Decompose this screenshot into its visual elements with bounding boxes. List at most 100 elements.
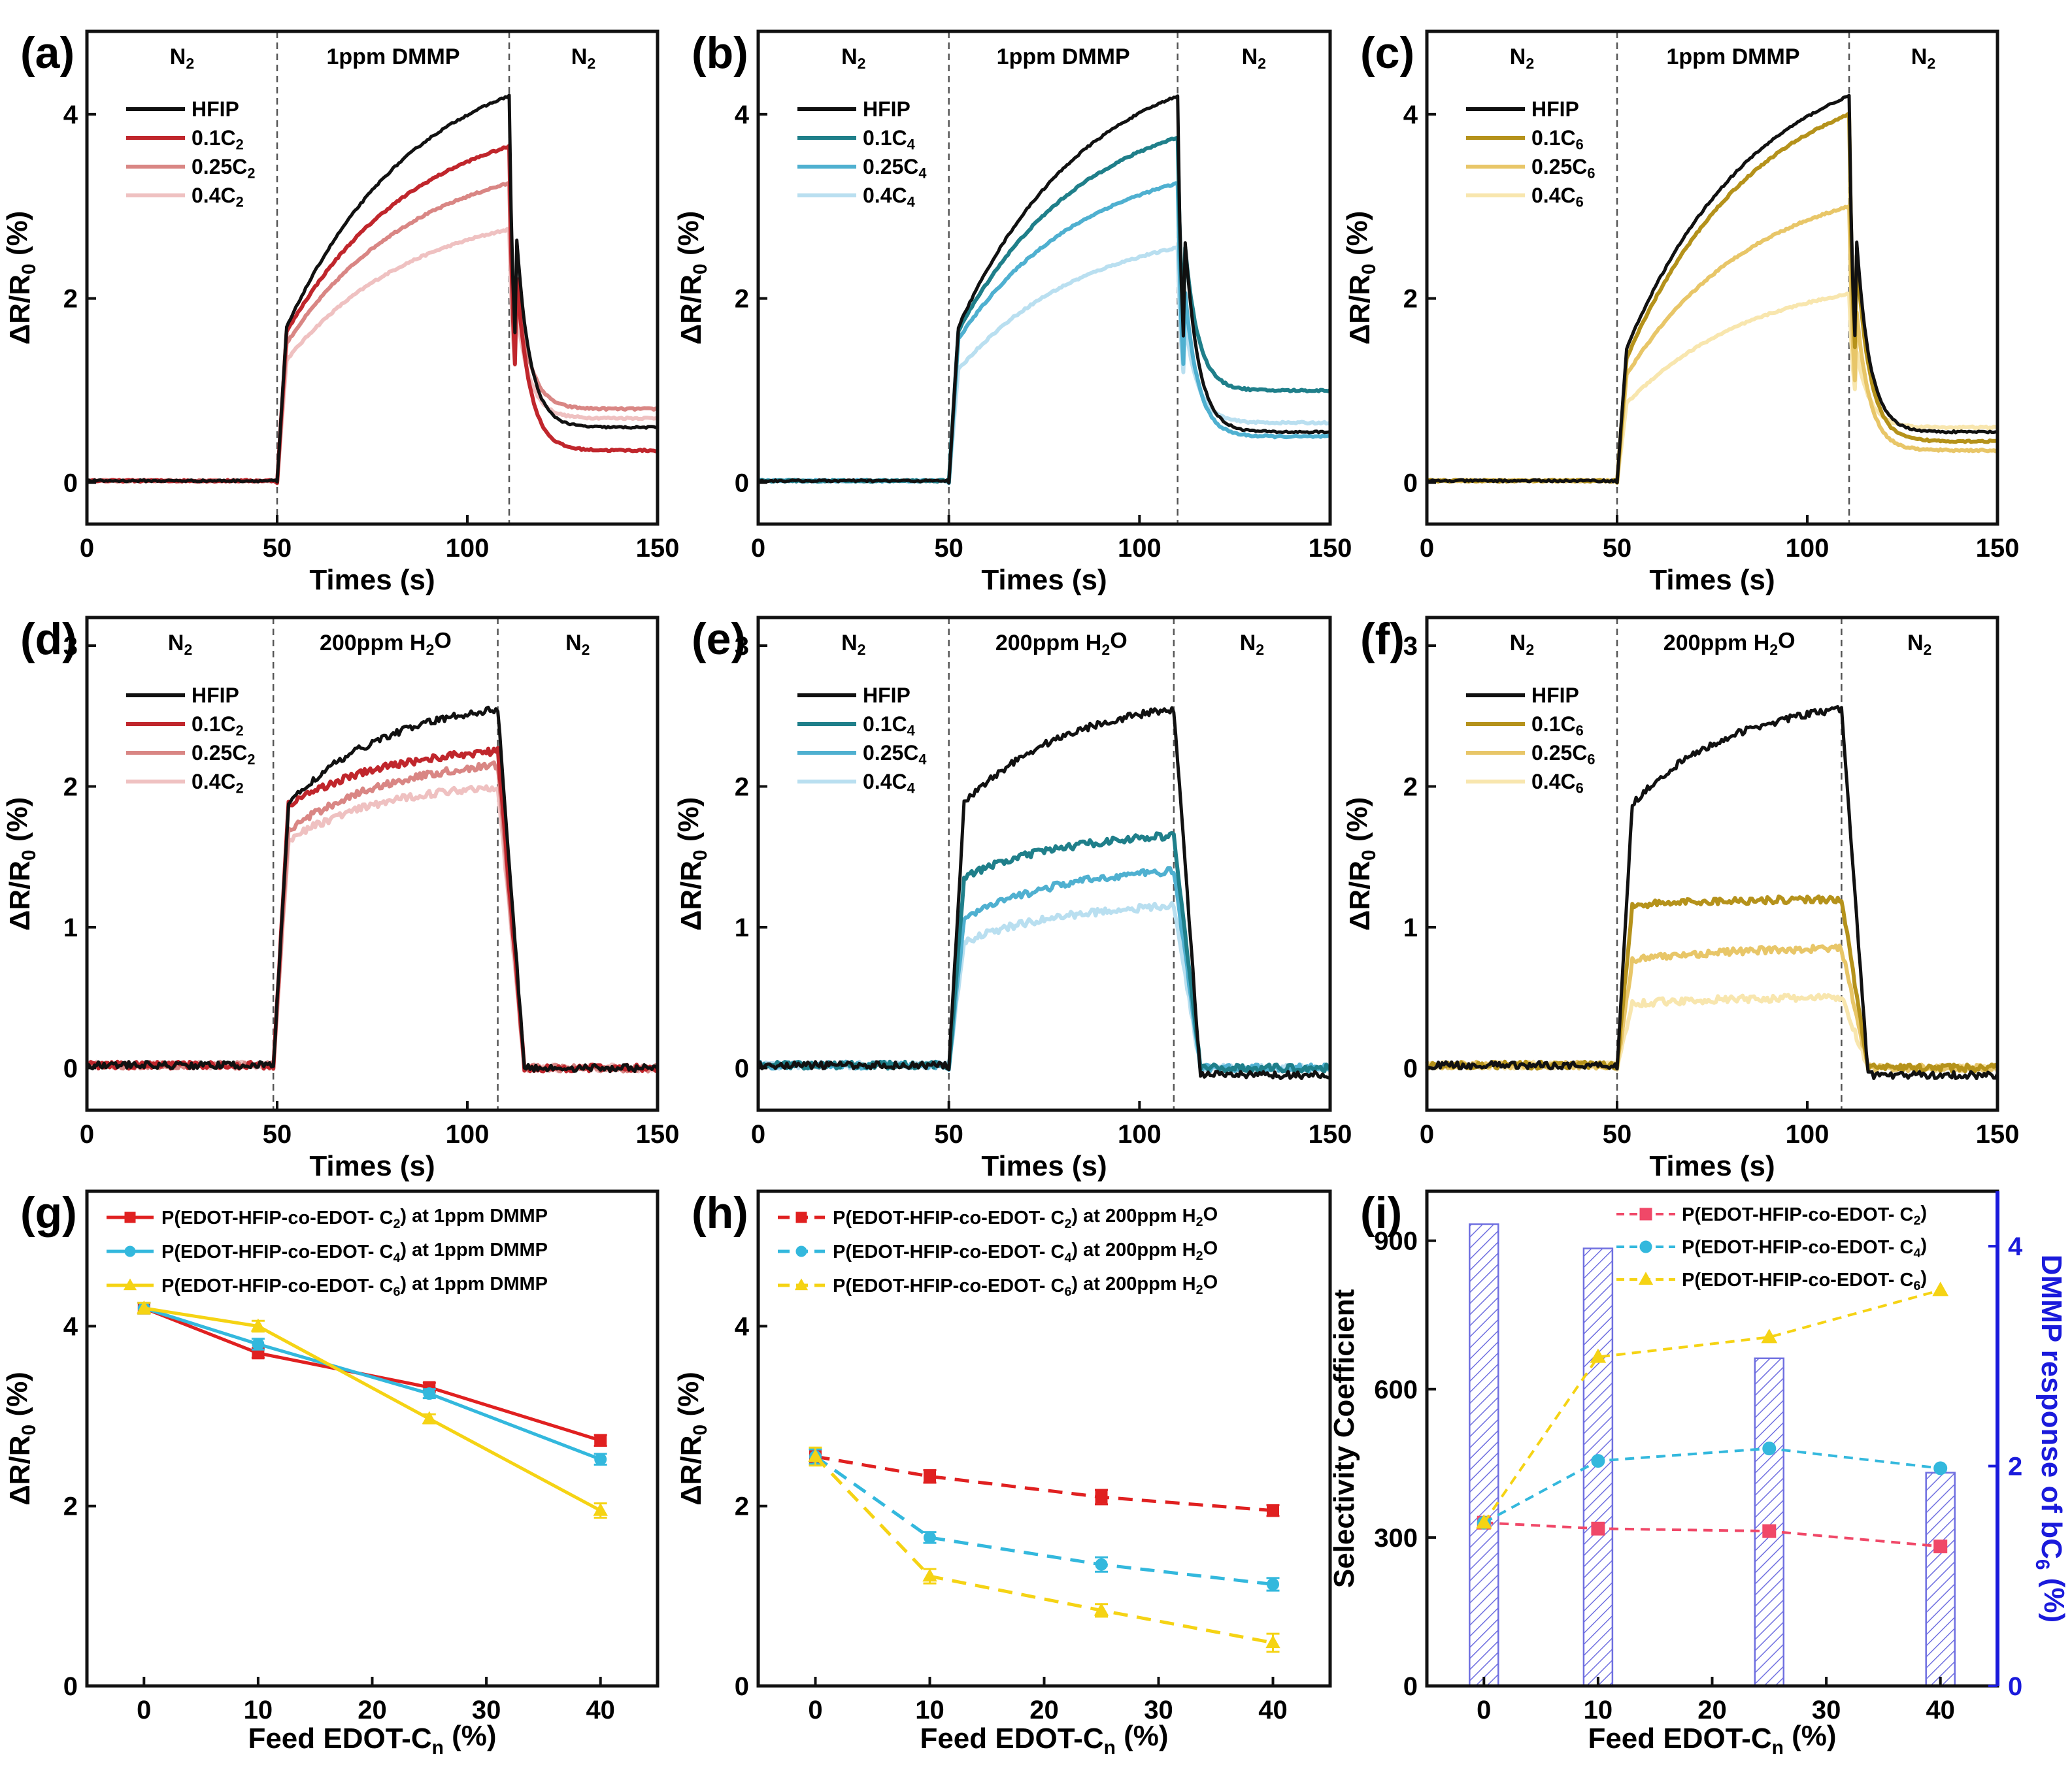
- y-tick-label: 0: [735, 1672, 749, 1701]
- series-line-0: [758, 94, 1331, 485]
- legend-entry-part: HFIP: [1531, 684, 1579, 707]
- region-label-part: 2: [426, 641, 434, 658]
- x-tick-label: 150: [1976, 1120, 2020, 1149]
- legend-entry-part: 0.25C: [863, 741, 918, 765]
- legend-entry: 0.25C2: [192, 155, 256, 182]
- data-point: [124, 1212, 136, 1223]
- x-tick-label: 10: [915, 1696, 944, 1724]
- region-label-part: N: [170, 44, 186, 69]
- data-point: [1267, 1504, 1279, 1517]
- data-point: [124, 1245, 136, 1257]
- x-tick-label: 50: [934, 534, 963, 563]
- region-label-part: 2: [1256, 641, 1264, 658]
- legend-entry-part: 2: [236, 780, 244, 797]
- legend-entry: 0.1C4: [863, 712, 915, 739]
- x-tick-label: 0: [1477, 1696, 1491, 1724]
- x-tick-label: 50: [263, 1120, 292, 1149]
- x-tick-label: 150: [636, 534, 680, 563]
- y-axis-label-right-part: (%): [2038, 1570, 2070, 1623]
- x-tick-label: 0: [1420, 1120, 1434, 1149]
- legend-entry-part: HFIP: [192, 684, 239, 707]
- legend-entry-part: 2: [1196, 1215, 1203, 1229]
- y-axis-label: ΔR/R0 (%): [673, 211, 711, 345]
- legend-entry-part: 4: [393, 1251, 400, 1265]
- legend-entry: HFIP: [192, 97, 239, 121]
- x-axis-label-part: Feed EDOT-C: [920, 1723, 1103, 1755]
- y-axis-label: ΔR/R0 (%): [1, 1372, 40, 1506]
- region-label-part: 2: [1769, 641, 1778, 658]
- y-axis-label-right: DMMP response of bC6 (%): [2031, 1255, 2070, 1623]
- x-tick-label: 0: [80, 534, 94, 563]
- y-tick-label: 2: [735, 1493, 749, 1521]
- region-label-part: 2: [858, 55, 866, 72]
- y-tick-label: 3: [735, 632, 749, 661]
- legend-entry: P(EDOT-HFIP-co-EDOT- C6): [1682, 1268, 1927, 1293]
- series-line-0: [85, 705, 659, 1074]
- data-point: [1094, 1602, 1109, 1616]
- legend-entry-part: P(EDOT-HFIP-co-EDOT- C: [161, 1276, 393, 1296]
- data-point: [1591, 1454, 1605, 1468]
- plot-frame: [85, 1189, 660, 1688]
- y-tick-label: 4: [735, 101, 750, 129]
- legend-entry-part: 6: [1587, 165, 1595, 182]
- legend-entry-part: P(EDOT-HFIP-co-EDOT- C: [161, 1208, 393, 1229]
- plot-frame: [1425, 1189, 1999, 1688]
- y-axis-label-part: ΔR/R: [675, 861, 707, 931]
- y-tick-label: 4: [735, 1312, 750, 1341]
- legend-entry: 0.1C4: [863, 126, 915, 153]
- region-label: N2: [571, 44, 595, 72]
- y-tick-label: 2: [735, 285, 749, 314]
- legend-entry-part: 2: [236, 723, 244, 739]
- data-point: [593, 1502, 608, 1516]
- y-tick-label-right: 4: [2008, 1232, 2023, 1261]
- legend-entry-part: P(EDOT-HFIP-co-EDOT- C: [1682, 1237, 1914, 1258]
- region-label-part: N: [565, 631, 582, 655]
- y-axis-label: ΔR/R0 (%): [1, 797, 40, 931]
- y-tick-label: 2: [735, 773, 749, 802]
- x-tick-label: 100: [1786, 1120, 1830, 1149]
- x-tick-label: 50: [1603, 534, 1632, 563]
- region-label: N2: [841, 44, 865, 72]
- legend-entry: P(EDOT-HFIP-co-EDOT- C2) at 1ppm DMMP: [161, 1206, 548, 1231]
- x-axis-label: Feed EDOT-Cn (%): [248, 1720, 496, 1758]
- region-label-part: N: [168, 631, 184, 655]
- data-point: [794, 1278, 809, 1291]
- legend-entry-part: 2: [236, 194, 244, 210]
- region-label: N2: [1911, 44, 1935, 72]
- x-axis-label-part: n: [1104, 1737, 1116, 1758]
- legend-entry-part: 0.4C: [863, 184, 907, 207]
- plot-frame: [1425, 29, 1999, 526]
- region-label-part: O: [434, 629, 451, 653]
- x-tick-label: 30: [1144, 1696, 1173, 1724]
- x-axis-label: Times (s): [1649, 1150, 1775, 1182]
- legend-entry-part: 6: [1913, 1279, 1920, 1293]
- series-line-3: [86, 784, 660, 1074]
- legend-entry: 0.25C2: [192, 741, 256, 768]
- legend-entry: HFIP: [192, 684, 239, 707]
- panel-label: (a): [20, 28, 75, 78]
- legend-entry: P(EDOT-HFIP-co-EDOT- C6) at 200ppm H2O: [833, 1272, 1218, 1298]
- legend-entry: 0.4C6: [1531, 184, 1584, 210]
- panel-label: (f): [1360, 614, 1405, 664]
- data-point: [1933, 1540, 1948, 1554]
- series-line-2: [814, 1455, 1273, 1645]
- data-point: [1761, 1328, 1778, 1344]
- data-point: [252, 1338, 265, 1351]
- data-point: [1475, 1514, 1492, 1529]
- y-axis-label-part: (%): [1341, 797, 1373, 850]
- panel-label: (e): [692, 614, 746, 664]
- region-label-part: N: [1242, 44, 1258, 69]
- data-point: [922, 1568, 937, 1582]
- region-label: 1ppm DMMP: [327, 44, 460, 69]
- legend-entry-part: O: [1203, 1204, 1218, 1225]
- region-label-part: 2: [186, 55, 194, 72]
- x-tick-label: 100: [446, 1120, 490, 1149]
- series-line-3: [1425, 993, 1999, 1074]
- x-axis-label: Times (s): [981, 1150, 1107, 1182]
- y-axis-label-part: (%): [1, 211, 33, 264]
- legend-entry: P(EDOT-HFIP-co-EDOT- C4): [1682, 1235, 1927, 1261]
- legend-entry: P(EDOT-HFIP-co-EDOT- C4) at 1ppm DMMP: [161, 1240, 548, 1265]
- panel-label: (b): [692, 28, 748, 78]
- legend-entry-part: ) at 200ppm H: [1071, 1240, 1195, 1261]
- y-tick-label: 0: [63, 1672, 78, 1701]
